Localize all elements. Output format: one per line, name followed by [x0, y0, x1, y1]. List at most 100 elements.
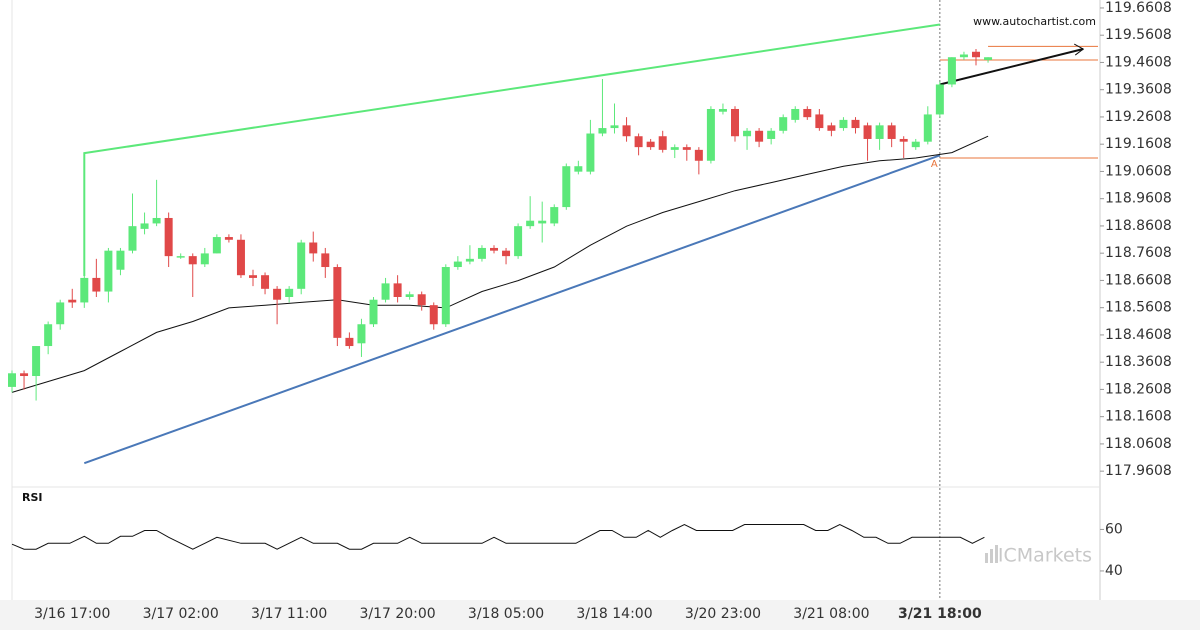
candle-body	[80, 277, 89, 303]
x-tick-label: 3/20 23:00	[685, 606, 761, 622]
candle-body	[104, 250, 113, 292]
candle-body	[261, 275, 270, 289]
candle-body	[490, 247, 498, 251]
candle-body	[887, 125, 896, 139]
candle-body	[92, 277, 101, 292]
candle-body	[899, 138, 908, 142]
candle-body	[369, 299, 378, 325]
candle-body	[8, 373, 16, 387]
candle-body	[345, 337, 354, 347]
candle-body	[959, 54, 968, 58]
candle-body	[393, 283, 402, 297]
y-tick-label: 119.6608	[1105, 0, 1172, 16]
candle-body	[935, 84, 944, 115]
logo-bar	[995, 545, 998, 563]
candle-body	[706, 108, 715, 161]
candle-body	[405, 294, 414, 297]
candle-body	[249, 275, 257, 278]
y-tick-label: 118.0608	[1105, 436, 1172, 452]
candle-body	[502, 250, 511, 257]
logo-bar	[985, 553, 988, 563]
y-tick-label: 118.8608	[1105, 218, 1172, 234]
x-tick-label: 3/16 17:00	[34, 606, 110, 622]
candle-body	[526, 220, 535, 227]
candle-body	[947, 57, 956, 85]
x-tick-label: 3/17 11:00	[251, 606, 327, 622]
candle-body	[429, 305, 438, 325]
x-tick-label: 3/17 02:00	[143, 606, 219, 622]
logo-bar	[990, 549, 993, 563]
candle-body	[32, 346, 41, 377]
candle-body	[321, 253, 330, 268]
candle-body	[236, 239, 245, 276]
candle-body	[116, 250, 125, 270]
candle-body	[574, 166, 583, 172]
rsi-line	[11, 523, 985, 550]
candle-body	[140, 223, 149, 229]
y-tick-label: 119.5608	[1105, 27, 1172, 43]
candle-body	[972, 51, 980, 58]
candle-body	[128, 226, 137, 251]
candle-body	[851, 119, 860, 129]
candle-body	[670, 147, 679, 150]
y-tick-label: 118.7608	[1105, 245, 1172, 261]
candle-body	[743, 130, 752, 137]
candle-body	[441, 267, 450, 325]
candle-body	[56, 302, 65, 325]
candle-body	[731, 108, 739, 137]
rsi-tick-label: 40	[1105, 563, 1123, 579]
candle-body	[381, 283, 390, 300]
y-tick-label: 118.2608	[1105, 381, 1172, 397]
x-axis-band	[0, 600, 1200, 630]
candle-body	[755, 130, 764, 142]
y-tick-label: 119.3608	[1105, 82, 1172, 98]
candle-body	[212, 237, 221, 254]
candle-body	[827, 125, 836, 131]
candle-body	[984, 57, 993, 60]
candle-body	[550, 207, 559, 224]
pattern-label: A	[931, 159, 938, 170]
candle-body	[44, 324, 53, 347]
candle-body	[815, 114, 824, 129]
candle-body	[863, 125, 872, 139]
candle-body	[273, 288, 282, 300]
candle-body	[20, 373, 29, 377]
candle-body	[562, 166, 571, 208]
candle-body	[176, 256, 185, 258]
x-tick-label: 3/18 14:00	[576, 606, 652, 622]
candle-body	[285, 288, 294, 297]
candle-body	[538, 220, 547, 224]
candle-body	[875, 125, 884, 139]
y-tick-label: 118.3608	[1105, 354, 1172, 370]
rsi-tick-label: 60	[1105, 521, 1123, 537]
trendline	[83, 23, 941, 276]
rsi-label: RSI	[22, 491, 43, 504]
candle-body	[923, 114, 932, 142]
trendline	[939, 48, 1084, 86]
candle-body	[694, 149, 703, 161]
broker-name: ICMarkets	[998, 545, 1092, 567]
x-tick-label: 3/21 08:00	[793, 606, 869, 622]
candle-body	[911, 141, 920, 148]
candle-body	[514, 226, 523, 257]
candle-body	[586, 133, 595, 172]
y-tick-label: 119.1608	[1105, 136, 1172, 152]
candle-body	[417, 294, 426, 306]
y-tick-label: 119.2608	[1105, 109, 1172, 125]
candle-body	[598, 128, 607, 134]
candle-body	[718, 108, 727, 112]
y-tick-label: 118.9608	[1105, 191, 1172, 207]
arrow-head	[1073, 43, 1085, 56]
x-tick-label: 3/18 05:00	[468, 606, 544, 622]
candle-body	[658, 136, 667, 150]
candle-body	[164, 217, 173, 257]
candle-body	[622, 125, 631, 137]
candle-body	[333, 267, 342, 338]
candle-body	[803, 108, 812, 118]
broker-logo: ICMarkets	[985, 545, 1092, 567]
candle-body	[188, 256, 197, 265]
candle-body	[767, 130, 776, 139]
y-tick-label: 118.6608	[1105, 272, 1172, 288]
